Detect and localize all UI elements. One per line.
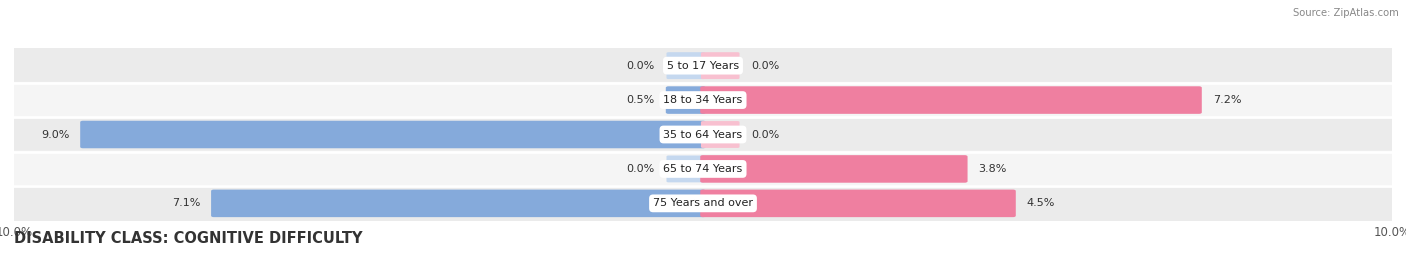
Text: 75 Years and over: 75 Years and over xyxy=(652,198,754,208)
Text: 0.5%: 0.5% xyxy=(627,95,655,105)
FancyBboxPatch shape xyxy=(666,86,706,114)
Text: 65 to 74 Years: 65 to 74 Years xyxy=(664,164,742,174)
Text: 7.1%: 7.1% xyxy=(172,198,200,208)
FancyBboxPatch shape xyxy=(700,190,1015,217)
FancyBboxPatch shape xyxy=(11,185,1395,222)
Text: 9.0%: 9.0% xyxy=(41,129,69,140)
Text: DISABILITY CLASS: COGNITIVE DIFFICULTY: DISABILITY CLASS: COGNITIVE DIFFICULTY xyxy=(14,231,363,246)
FancyBboxPatch shape xyxy=(11,47,1395,84)
FancyBboxPatch shape xyxy=(11,116,1395,153)
FancyBboxPatch shape xyxy=(80,121,706,148)
Text: 7.2%: 7.2% xyxy=(1213,95,1241,105)
Text: 5 to 17 Years: 5 to 17 Years xyxy=(666,61,740,71)
FancyBboxPatch shape xyxy=(666,155,704,182)
Text: 18 to 34 Years: 18 to 34 Years xyxy=(664,95,742,105)
FancyBboxPatch shape xyxy=(11,82,1395,118)
FancyBboxPatch shape xyxy=(666,52,704,79)
Text: 0.0%: 0.0% xyxy=(627,61,655,71)
FancyBboxPatch shape xyxy=(700,86,1202,114)
Text: 0.0%: 0.0% xyxy=(751,61,779,71)
FancyBboxPatch shape xyxy=(702,52,740,79)
FancyBboxPatch shape xyxy=(700,155,967,183)
FancyBboxPatch shape xyxy=(211,190,706,217)
Text: Source: ZipAtlas.com: Source: ZipAtlas.com xyxy=(1294,8,1399,18)
FancyBboxPatch shape xyxy=(11,151,1395,187)
Text: 0.0%: 0.0% xyxy=(627,164,655,174)
Text: 35 to 64 Years: 35 to 64 Years xyxy=(664,129,742,140)
FancyBboxPatch shape xyxy=(702,121,740,148)
Text: 0.0%: 0.0% xyxy=(751,129,779,140)
Text: 4.5%: 4.5% xyxy=(1026,198,1054,208)
Text: 3.8%: 3.8% xyxy=(979,164,1007,174)
